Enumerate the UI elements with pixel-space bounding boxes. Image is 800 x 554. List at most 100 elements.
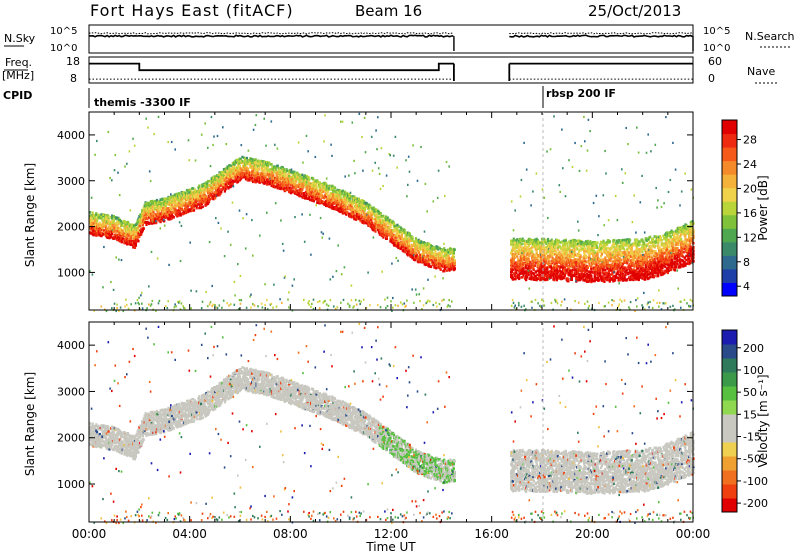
echo-cell: [229, 177, 233, 180]
echo-cell: [252, 169, 255, 173]
echo-cell: [240, 299, 243, 302]
echo-cell: [234, 294, 236, 297]
echo-cell: [100, 214, 103, 218]
echo-cell: [261, 175, 264, 178]
echo-cell: [392, 222, 396, 226]
echo-cell: [307, 192, 310, 195]
echo-cell: [336, 306, 339, 309]
echo-cell: [162, 209, 165, 212]
echo-cell: [115, 309, 117, 313]
echo-cell: [341, 189, 344, 193]
echo-cell: [148, 216, 151, 219]
echo-cell: [322, 301, 324, 304]
echo-cell: [330, 143, 332, 146]
echo-cell: [342, 211, 345, 214]
echo-cell: [178, 194, 181, 198]
echo-cell: [163, 219, 165, 222]
echo-cell: [177, 204, 180, 207]
echo-cell: [527, 257, 530, 261]
echo-cell: [306, 184, 309, 187]
echo-cell: [289, 187, 292, 191]
echo-cell: [189, 202, 192, 205]
echo-cell: [224, 182, 227, 186]
echo-cell: [103, 245, 105, 249]
echo-cell: [118, 194, 121, 197]
echo-cell: [266, 211, 268, 214]
echo-cell: [207, 187, 211, 191]
echo-cell: [111, 214, 114, 218]
echo-cell: [228, 164, 230, 167]
echo-cell: [365, 222, 368, 225]
echo-cell: [296, 175, 299, 178]
echo-cell: [107, 217, 110, 221]
echo-cell: [223, 190, 226, 193]
echo-cell: [281, 180, 285, 184]
echo-cell: [331, 154, 333, 157]
echo-cell: [141, 302, 143, 305]
echo-cell: [215, 217, 217, 220]
echo-cell: [221, 306, 223, 309]
nsky-line-1: [509, 34, 693, 38]
echo-cell: [299, 188, 302, 191]
echo-cell: [370, 216, 374, 219]
echo-cell: [332, 185, 335, 189]
echo-cell: [284, 175, 287, 179]
echo-cell: [294, 216, 296, 219]
echo-cell: [250, 159, 253, 163]
echo-cell: [120, 240, 123, 243]
echo-cell: [177, 198, 180, 201]
echo-cell: [192, 187, 195, 190]
echo-cell: [139, 307, 141, 311]
echo-cell: [140, 232, 143, 236]
echo-cell: [141, 230, 144, 234]
echo-cell: [315, 204, 317, 207]
echo-cell: [211, 191, 214, 194]
echo-cell: [137, 301, 139, 304]
echo-cell: [133, 246, 137, 249]
echo-cell: [351, 208, 354, 212]
nave-tick-top: 60: [708, 55, 722, 68]
echo-cell: [270, 184, 273, 188]
echo-cell: [514, 209, 516, 212]
echo-cell: [216, 307, 219, 310]
echo-cell: [204, 201, 207, 204]
echo-cell: [377, 116, 379, 119]
echo-cell: [357, 210, 360, 213]
echo-cell: [178, 192, 181, 195]
echo-cell: [208, 303, 211, 306]
echo-cell: [238, 299, 241, 302]
echo-cell: [105, 221, 108, 224]
echo-cell: [197, 195, 200, 198]
echo-cell: [435, 301, 437, 304]
echo-cell: [286, 188, 289, 192]
echo-cell: [325, 182, 328, 186]
echo-cell: [275, 305, 278, 308]
echo-cell: [406, 195, 408, 198]
echo-cell: [347, 302, 349, 305]
echo-cell: [150, 219, 153, 222]
echo-cell: [149, 203, 152, 207]
echo-cell: [403, 228, 406, 232]
echo-cell: [389, 225, 392, 229]
echo-cell: [158, 200, 161, 203]
echo-cell: [164, 206, 167, 209]
echo-cell: [91, 221, 94, 225]
echo-cell: [140, 294, 142, 297]
echo-cell: [111, 179, 113, 182]
echo-cell: [442, 277, 444, 280]
echo-cell: [201, 201, 204, 204]
echo-cell: [210, 196, 213, 200]
echo-cell: [263, 174, 266, 178]
echo-cell: [283, 276, 286, 279]
echo-cell: [195, 200, 198, 203]
echo-cell: [527, 269, 530, 272]
echo-cell: [416, 179, 419, 182]
echo-cell: [195, 203, 198, 206]
echo-cell: [215, 306, 218, 309]
echo-cell: [90, 196, 93, 199]
echo-cell: [265, 174, 268, 177]
echo-cell: [355, 218, 358, 221]
echo-cell: [159, 219, 162, 222]
echo-cell: [364, 151, 367, 154]
